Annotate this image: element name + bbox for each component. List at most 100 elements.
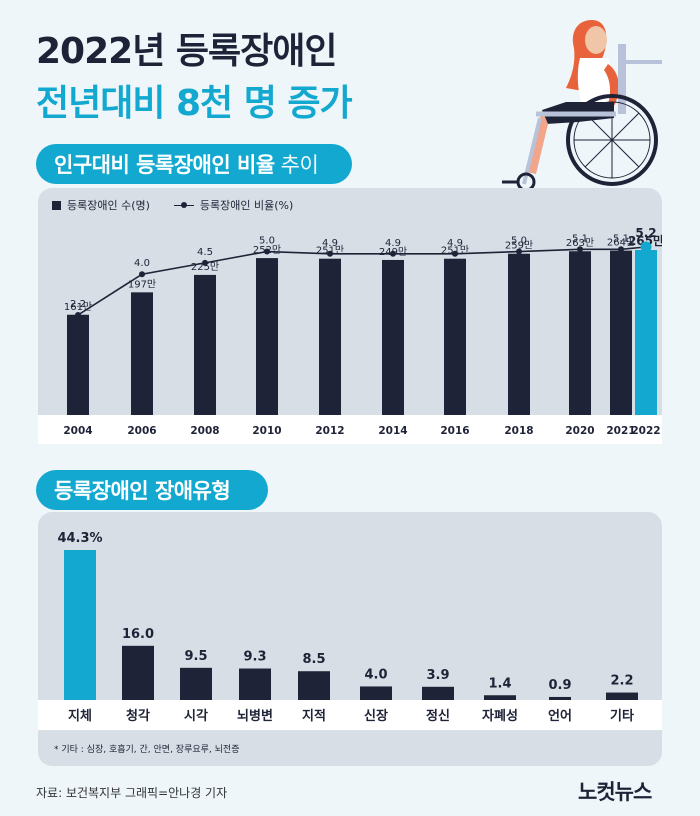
x-tick-청각: 청각 bbox=[126, 708, 150, 724]
bar-청각 bbox=[122, 645, 154, 700]
x-axis-band bbox=[38, 700, 662, 730]
section-pill-bold: 인구대비 등록장애인 비율 bbox=[54, 153, 275, 177]
x-tick-2004: 2004 bbox=[63, 425, 92, 437]
x-tick-2014: 2014 bbox=[378, 425, 407, 437]
ratio-label-2014: 4.9 bbox=[385, 238, 401, 249]
bar-label-정신: 3.9 bbox=[426, 668, 449, 683]
bar-신장 bbox=[360, 686, 392, 700]
x-tick-지적: 지적 bbox=[302, 708, 326, 724]
ratio-point-2020 bbox=[577, 246, 583, 253]
x-tick-신장: 신장 bbox=[364, 708, 388, 724]
ratio-label-2022: 5.2 bbox=[635, 226, 656, 240]
chart-panel-registered-trend: 등록장애인 수(명) 등록장애인 비율(%) 161만 2004 197만 2006 2… bbox=[38, 188, 664, 444]
ratio-line bbox=[77, 246, 647, 316]
bar-기타 bbox=[606, 692, 638, 700]
page-title-line1: 2022년 등록장애인 bbox=[36, 31, 337, 72]
x-tick-2020: 2020 bbox=[565, 425, 594, 437]
legend-line-label: 등록장애인 비율(%) bbox=[199, 199, 294, 212]
ratio-label-2008: 4.5 bbox=[197, 247, 213, 258]
chart-legend: 등록장애인 수(명) 등록장애인 비율(%) bbox=[52, 197, 293, 213]
bar-정신 bbox=[422, 686, 454, 700]
ratio-label-2020: 5.1 bbox=[572, 233, 588, 244]
x-tick-2018: 2018 bbox=[504, 425, 533, 437]
ratio-point-2022 bbox=[640, 241, 652, 253]
bar-label-지적: 8.5 bbox=[302, 652, 325, 667]
bar-label-2021: 264만 bbox=[607, 237, 635, 249]
ratio-point-2014 bbox=[390, 250, 396, 257]
wheelchair-user-illustration-icon bbox=[496, 14, 666, 198]
chart-panel-disability-types: 44.3% 지체 16.0 청각 9.5 시각 9.3 뇌병변 8.5 지적 4.0 신장 3.9 정신 1… bbox=[38, 512, 662, 766]
ratio-label-2012: 4.9 bbox=[322, 238, 338, 249]
bar-label-청각: 16.0 bbox=[122, 627, 154, 642]
x-tick-2016: 2016 bbox=[440, 425, 469, 437]
bar-label-2020: 263만 bbox=[566, 237, 594, 249]
x-tick-시각: 시각 bbox=[184, 709, 208, 724]
bar-2004 bbox=[67, 314, 89, 415]
ratio-point-2008 bbox=[202, 259, 208, 266]
section-pill-light: 추이 bbox=[280, 153, 319, 177]
chart-registered-disabled: 161만2004197만2006225만2008252만2010251만2012… bbox=[38, 226, 664, 444]
ratio-point-2016 bbox=[452, 250, 458, 257]
ratio-label-2021: 5.1 bbox=[613, 233, 629, 244]
x-tick-정신: 정신 bbox=[426, 708, 450, 724]
ratio-label-2018: 5.0 bbox=[511, 236, 527, 247]
x-tick-자폐성: 자폐성 bbox=[482, 709, 518, 724]
ratio-label-2010: 5.0 bbox=[259, 236, 275, 247]
bar-뇌병변 bbox=[239, 668, 271, 700]
x-tick-지체: 지체 bbox=[68, 709, 92, 724]
bar-2022 bbox=[635, 250, 657, 415]
footnote: * 기타 : 심장, 호흡기, 간, 안면, 장루요루, 뇌전증 bbox=[54, 745, 240, 755]
x-tick-2008: 2008 bbox=[190, 425, 219, 437]
bar-2016 bbox=[444, 258, 466, 415]
legend-line-swatch bbox=[173, 201, 194, 210]
x-tick-2006: 2006 bbox=[127, 425, 156, 437]
bar-label-시각: 9.5 bbox=[184, 649, 207, 664]
x-tick-2012: 2012 bbox=[315, 425, 344, 437]
x-tick-2021: 2021 bbox=[606, 425, 635, 437]
ratio-point-2004 bbox=[75, 312, 81, 318]
publisher-logo: 노컷뉴스 bbox=[578, 780, 652, 804]
chart-disability-types: 44.3% 지체 16.0 청각 9.5 시각 9.3 뇌병변 8.5 지적 4.0 신장 3.9 정신 1… bbox=[38, 531, 662, 730]
page-title-line2: 전년대비 8천 명 증가 bbox=[36, 83, 353, 124]
x-tick-2010: 2010 bbox=[252, 425, 281, 437]
bar-2020 bbox=[569, 251, 591, 415]
source-credit: 자료: 보건복지부 그래픽=안나경 기자 bbox=[36, 786, 228, 800]
x-axis-band bbox=[38, 415, 662, 444]
bar-label-기타: 2.2 bbox=[610, 674, 633, 689]
bar-label-자폐성: 1.4 bbox=[488, 676, 511, 691]
ratio-label-2004: 2.2 bbox=[70, 299, 86, 310]
bar-label-2018: 259만 bbox=[505, 240, 533, 252]
x-tick-언어: 언어 bbox=[548, 708, 572, 724]
ratio-label-2016: 4.9 bbox=[447, 238, 463, 249]
section-pill-ratio-trend: 인구대비 등록장애인 비율 추이 bbox=[36, 144, 352, 184]
bar-지적 bbox=[298, 671, 330, 700]
bar-label-지체: 44.3% bbox=[57, 531, 102, 546]
bar-시각 bbox=[180, 667, 212, 700]
bar-label-2006: 197만 bbox=[128, 278, 156, 290]
bar-자폐성 bbox=[484, 695, 516, 700]
bar-2018 bbox=[508, 253, 530, 415]
ratio-label-2006: 4.0 bbox=[134, 258, 150, 269]
legend-bar-label: 등록장애인 수(명) bbox=[67, 199, 150, 212]
ratio-point-2012 bbox=[327, 250, 333, 257]
bar-label-신장: 4.0 bbox=[364, 667, 387, 682]
bar-label-뇌병변: 9.3 bbox=[243, 650, 266, 665]
section-pill-label: 등록장애인 장애유형 bbox=[54, 479, 231, 503]
bar-언어 bbox=[549, 696, 571, 700]
bar-label-2022: 265만 bbox=[628, 233, 662, 248]
bar-2008 bbox=[194, 274, 216, 415]
bar-지체 bbox=[64, 550, 96, 700]
ratio-point-2018 bbox=[516, 248, 522, 255]
bar-2021 bbox=[610, 250, 632, 415]
ratio-point-2021 bbox=[618, 246, 624, 253]
x-tick-뇌병변: 뇌병변 bbox=[237, 708, 273, 724]
legend-bar-swatch bbox=[52, 200, 61, 210]
bar-2012 bbox=[319, 258, 341, 415]
bar-2006 bbox=[131, 292, 153, 415]
section-pill-disability-type: 등록장애인 장애유형 bbox=[36, 470, 268, 510]
x-tick-기타: 기타 bbox=[610, 708, 634, 724]
bar-2014 bbox=[382, 259, 404, 415]
x-tick-2022: 2022 bbox=[631, 425, 660, 437]
bar-label-언어: 0.9 bbox=[548, 678, 571, 693]
ratio-point-2010 bbox=[264, 248, 270, 255]
